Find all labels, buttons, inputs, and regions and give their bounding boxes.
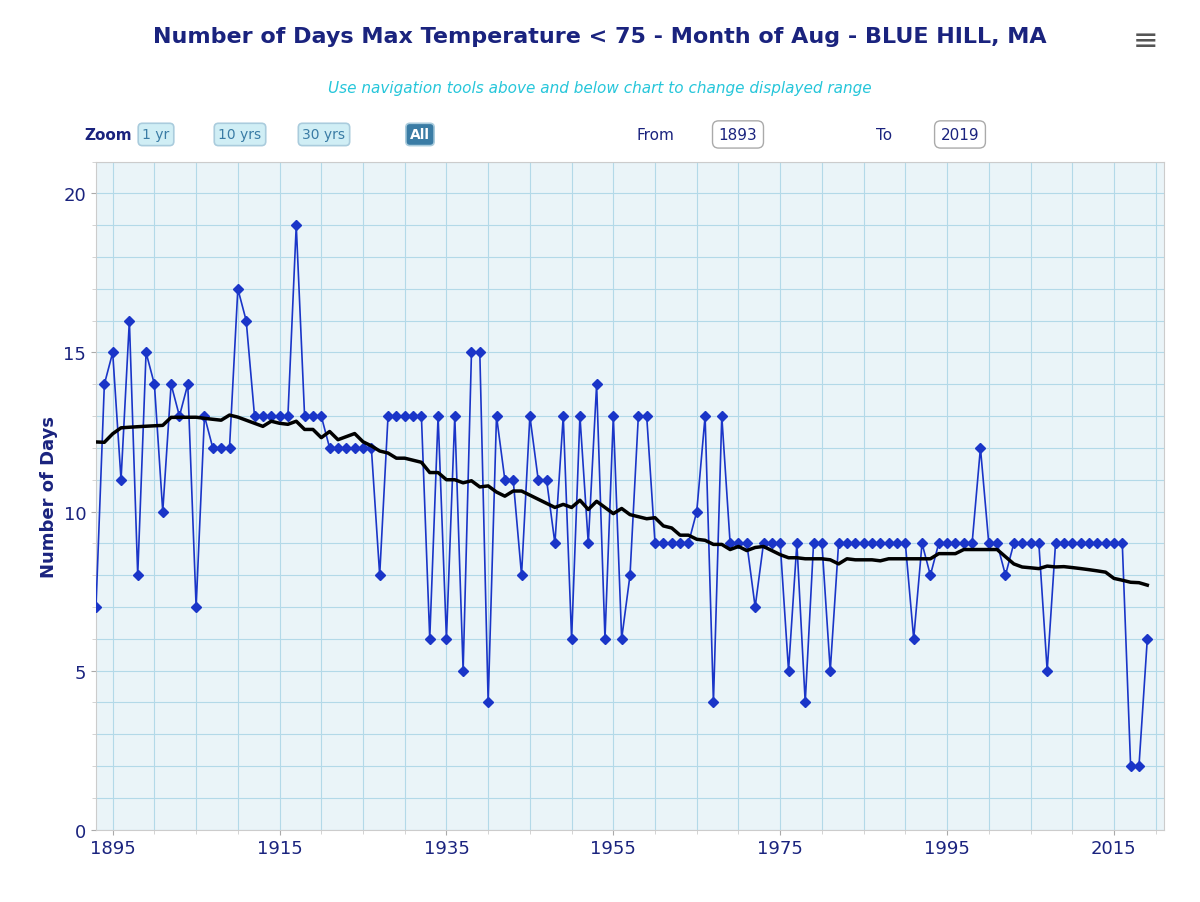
Text: From: From bbox=[636, 128, 674, 143]
Text: 2019: 2019 bbox=[941, 128, 979, 143]
Text: ≡: ≡ bbox=[1133, 27, 1159, 56]
Text: 1893: 1893 bbox=[719, 128, 757, 143]
Text: 30 yrs: 30 yrs bbox=[302, 128, 346, 143]
Text: Number of Days Max Temperature < 75 - Month of Aug - BLUE HILL, MA: Number of Days Max Temperature < 75 - Mo… bbox=[154, 27, 1046, 47]
Text: All: All bbox=[410, 128, 430, 143]
Text: 1 yr: 1 yr bbox=[143, 128, 169, 143]
Text: To: To bbox=[876, 128, 892, 143]
Text: Zoom: Zoom bbox=[84, 128, 132, 143]
Text: Use navigation tools above and below chart to change displayed range: Use navigation tools above and below cha… bbox=[328, 81, 872, 97]
Y-axis label: Number of Days: Number of Days bbox=[40, 415, 58, 577]
Text: 10 yrs: 10 yrs bbox=[218, 128, 262, 143]
